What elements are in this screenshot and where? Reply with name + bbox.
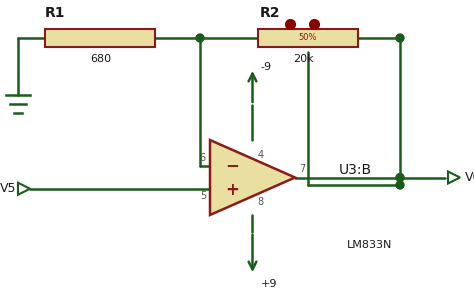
Polygon shape bbox=[448, 171, 460, 184]
Text: LM833N: LM833N bbox=[347, 240, 392, 250]
Circle shape bbox=[396, 181, 404, 189]
Circle shape bbox=[196, 34, 204, 42]
Text: −: − bbox=[225, 156, 239, 174]
Text: -9: -9 bbox=[261, 62, 272, 72]
Text: V6: V6 bbox=[465, 171, 474, 184]
Text: 6: 6 bbox=[200, 153, 206, 163]
Polygon shape bbox=[18, 183, 30, 195]
Text: 20k: 20k bbox=[293, 54, 314, 64]
Text: 5: 5 bbox=[200, 191, 206, 201]
Text: 50%: 50% bbox=[299, 33, 317, 43]
Text: U3:B: U3:B bbox=[338, 163, 372, 177]
Text: R1: R1 bbox=[45, 6, 65, 20]
Circle shape bbox=[396, 34, 404, 42]
Circle shape bbox=[396, 174, 404, 181]
Text: 4: 4 bbox=[257, 150, 264, 160]
Text: +: + bbox=[225, 181, 239, 199]
Polygon shape bbox=[210, 140, 295, 215]
Text: 7: 7 bbox=[299, 165, 305, 174]
Text: R2: R2 bbox=[260, 6, 281, 20]
Text: 680: 680 bbox=[90, 54, 111, 64]
Text: 8: 8 bbox=[257, 197, 264, 207]
Text: V5: V5 bbox=[0, 182, 16, 195]
Bar bbox=[45, 29, 155, 47]
Bar bbox=[258, 29, 358, 47]
Text: +9: +9 bbox=[261, 279, 277, 289]
